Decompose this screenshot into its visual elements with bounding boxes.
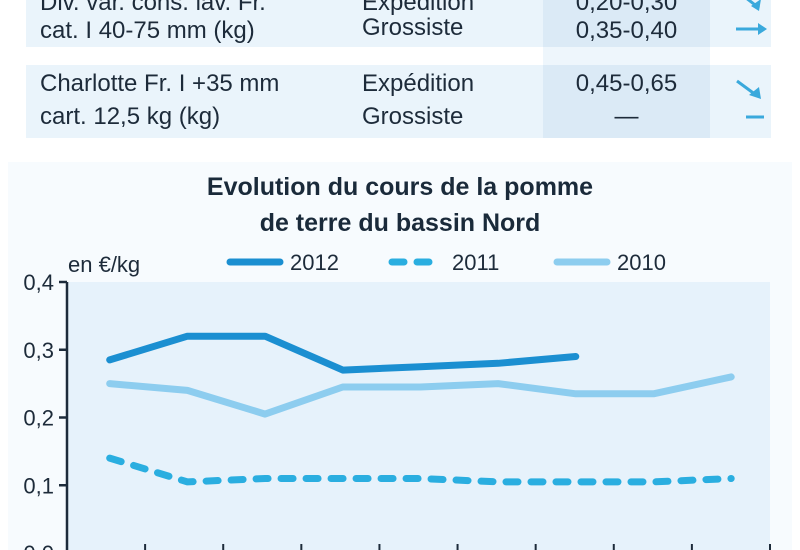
trend-down-arrow-icon [736,79,761,99]
y-tick-label: 0,4 [23,270,54,295]
row1-stage-grossiste: Grossiste [362,14,464,41]
series-line-2011 [106,454,735,486]
trend-right-arrow-icon [736,23,767,35]
price-column-separator [543,47,710,65]
series-line-2010 [106,373,735,418]
y-tick-label: 0,3 [23,338,54,363]
row2-stage-grossiste: Grossiste [362,103,464,130]
trend-stable-dash-icon [746,115,764,119]
row1-product-line2: cat. I 40-75 mm (kg) [40,17,255,44]
row1-price-grossiste: 0,35-0,40 [575,17,678,44]
legend-label-2010: 2010 [617,250,666,275]
series-line-2012 [106,332,580,374]
plot-area [67,282,770,550]
legend-label-2011: 2011 [452,250,499,275]
price-column-background [543,0,710,138]
row2-stage-expedition: Expédition [362,70,475,97]
y-tick-label: 0,0 [23,541,54,550]
row2-product-line2: cart. 12,5 kg (kg) [40,103,221,130]
legend-label-2012: 2012 [290,250,339,275]
row2-price-grossiste: — [614,103,639,130]
row1-price-expedition: 0,20-0,30 [575,0,678,16]
chart-title-line1: Evolution du cours de la pomme [206,173,594,201]
row2-price-expedition: 0,45-0,65 [575,70,678,97]
row1-product-line1: Div. var. cons. lav. Fr. [40,0,266,16]
trend-down-arrow-icon [746,0,761,11]
price-table: Div. var. cons. lav. Fr. cat. I 40-75 mm… [0,0,800,140]
y-tick-label: 0,2 [23,406,54,431]
row2-product-line1: Charlotte Fr. I +35 mm [40,70,280,97]
y-axis-label: en €/kg [68,252,140,277]
row1-stage-expedition: Expédition [362,0,475,16]
y-tick-label: 0,1 [23,473,54,498]
chart-title-line2: de terre du bassin Nord [259,209,541,237]
